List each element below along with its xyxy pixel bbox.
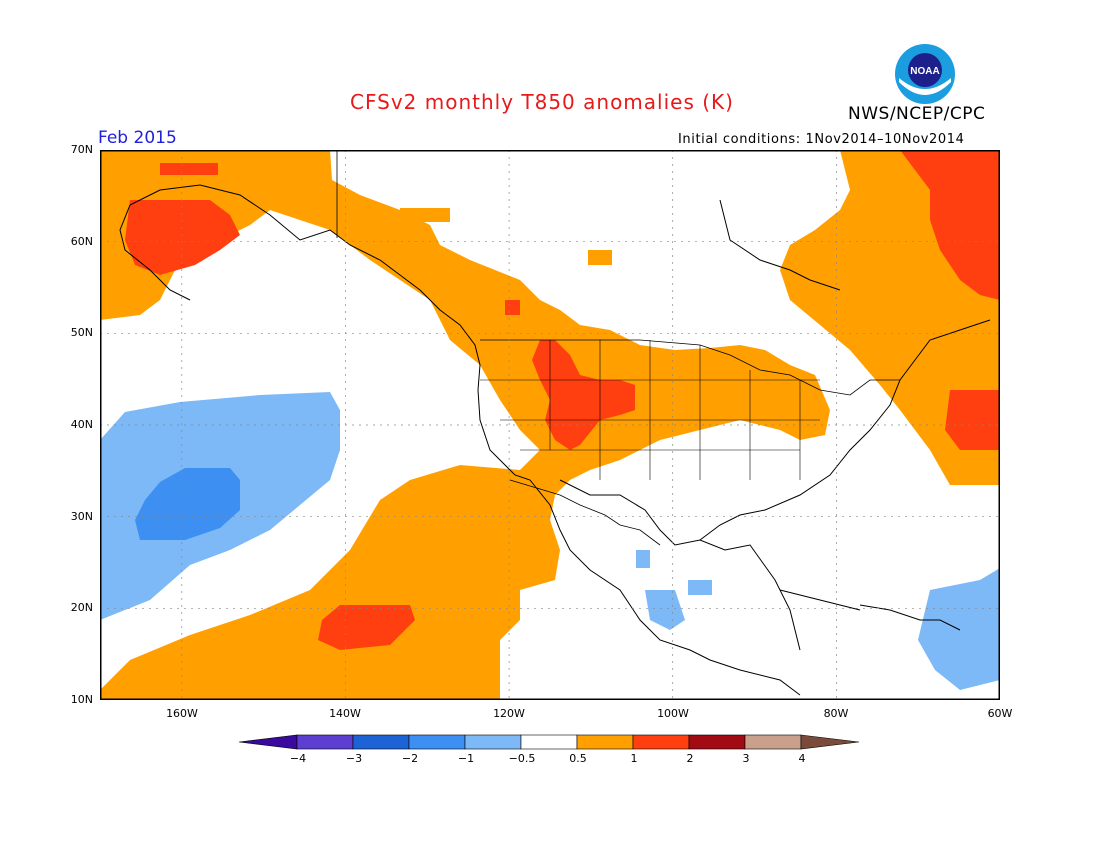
lat-label-60n: 60N (70, 235, 93, 248)
colorbar-tick-label: −2 (401, 752, 419, 765)
lon-label-160w: 160W (166, 707, 198, 720)
colorbar-segment (296, 734, 354, 750)
lon-label-80w: 80W (823, 707, 849, 720)
colorbar-segment (800, 734, 860, 750)
country-borders (336, 150, 900, 546)
colorbar-segment (576, 734, 634, 750)
lon-label-120w: 120W (493, 707, 525, 720)
colorbar-tick-label: 3 (742, 752, 750, 765)
colorbar-segment (744, 734, 802, 750)
lat-label-20n: 20N (70, 601, 93, 614)
colorbar-tick-label: 4 (798, 752, 806, 765)
colorbar-segment (632, 734, 690, 750)
valid-month-label: Feb 2015 (98, 128, 177, 148)
colorbar-segment (352, 734, 410, 750)
colorbar-segment (464, 734, 522, 750)
lat-label-70n: 70N (70, 143, 93, 156)
anomaly-map (100, 150, 1000, 700)
initial-conditions-label: Initial conditions: 1Nov2014–10Nov2014 (678, 132, 965, 147)
lat-label-40n: 40N (70, 418, 93, 431)
anomaly-negative-1-to-2 (135, 468, 240, 540)
colorbar-segment (520, 734, 578, 750)
colorbar-segment (408, 734, 466, 750)
colorbar-tick-label: −4 (289, 752, 307, 765)
colorbar-tick-label: 2 (686, 752, 694, 765)
state-borders (480, 340, 820, 480)
colorbar-tick-label: −0.5 (508, 752, 536, 765)
lat-label-30n: 30N (70, 510, 93, 523)
noaa-logo-icon: NOAA (895, 44, 955, 104)
map-frame (100, 150, 1000, 700)
colorbar-segment (688, 734, 746, 750)
colorbar-tick-label: 1 (630, 752, 638, 765)
lat-label-50n: 50N (70, 326, 93, 339)
agency-label: NWS/NCEP/CPC (848, 104, 986, 124)
anomaly-positive-1-to-2 (125, 150, 1000, 650)
colorbar-tick-label: −3 (345, 752, 363, 765)
graticule (100, 150, 1000, 700)
lon-label-100w: 100W (657, 707, 689, 720)
chart-title: CFSv2 monthly T850 anomalies (K) (350, 90, 734, 114)
colorbar-tick-label: 0.5 (569, 752, 587, 765)
noaa-logo-text: NOAA (910, 66, 939, 77)
lon-label-140w: 140W (329, 707, 361, 720)
colorbar-tick-label: −1 (457, 752, 475, 765)
coastlines (119, 184, 991, 696)
colorbar-segment (238, 734, 298, 750)
lon-label-60w: 60W (987, 707, 1013, 720)
lat-label-10n: 10N (70, 693, 93, 706)
colorbar (238, 734, 860, 750)
